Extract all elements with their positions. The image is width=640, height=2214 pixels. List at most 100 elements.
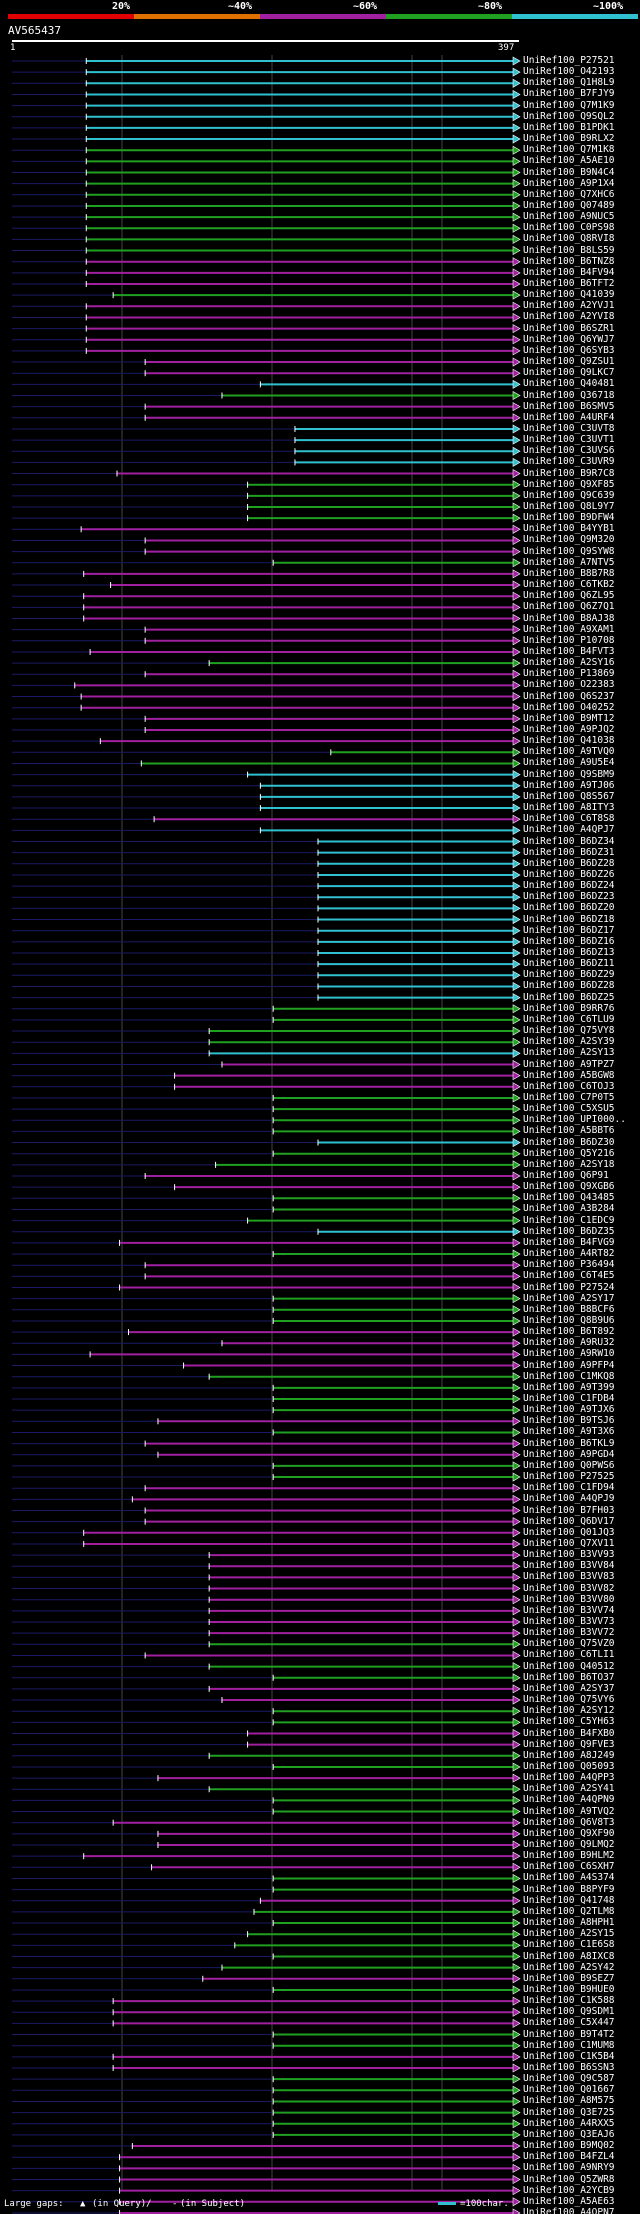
hit-label[interactable]: UniRef100_B6DZ20 [523,902,615,914]
hit-label[interactable]: UniRef100_Q75VY6 [523,1694,615,1706]
hit-label[interactable]: UniRef100_B6T892 [523,1326,615,1338]
hit-label[interactable]: UniRef100_A9NUC5 [523,211,615,223]
hit-label[interactable]: UniRef100_Q9LMQ2 [523,1839,615,1850]
hit-label[interactable]: UniRef100_A9TJX6 [523,1404,615,1416]
hit-label[interactable]: UniRef100_Q41038 [523,735,615,747]
hit-label[interactable]: UniRef100_C6SXH7 [523,1861,615,1873]
hit-label[interactable]: UniRef100_A8M575 [523,2095,615,2107]
hit-label[interactable]: UniRef100_B6TKL9 [523,1437,615,1449]
hit-label[interactable]: UniRef100_A9TVQ2 [523,1805,615,1817]
hit-label[interactable]: UniRef100_Q8B9U6 [523,1314,615,1326]
hit-label[interactable]: UniRef100_C1EDC9 [523,1214,615,1226]
hit-label[interactable]: UniRef100_P27525 [523,1471,615,1483]
hit-label[interactable]: UniRef100_B3VV73 [523,1616,615,1627]
hit-label[interactable]: UniRef100_C6TKB2 [523,579,615,591]
hit-label[interactable]: UniRef100_C5YH63 [523,1716,615,1728]
hit-label[interactable]: UniRef100_B4FV94 [523,266,615,278]
hit-label[interactable]: UniRef100_B6DZ26 [523,868,615,880]
hit-label[interactable]: UniRef100_A2SY17 [523,1292,615,1304]
hit-label[interactable]: UniRef100_P10708 [523,634,615,646]
hit-label[interactable]: UniRef100_A2SY13 [523,1047,615,1059]
hit-label[interactable]: UniRef100_Q9XF90 [523,1827,615,1839]
hit-label[interactable]: UniRef100_B9MT12 [523,712,615,724]
hit-label[interactable]: UniRef100_A8IXC8 [523,1950,615,1962]
hit-label[interactable]: UniRef100_Q41748 [523,1894,615,1906]
hit-label[interactable]: UniRef100_B6DZ29 [523,969,615,981]
hit-label[interactable]: UniRef100_Q8L9Y7 [523,501,615,512]
hit-label[interactable]: UniRef100_B4YYB1 [523,523,615,535]
hit-label[interactable]: UniRef100_B9TSJ6 [523,1415,615,1427]
hit-label[interactable]: UniRef100_A3B284 [523,1203,615,1215]
hit-label[interactable]: UniRef100_C3UVT1 [523,434,615,446]
hit-label[interactable]: UniRef100_Q40481 [523,378,615,390]
hit-label[interactable]: UniRef100_C1MKQ8 [523,1370,615,1382]
hit-label[interactable]: UniRef100_C1K588 [523,1995,615,2007]
hit-label[interactable]: UniRef100_B9HLM2 [523,1850,615,1862]
hit-label[interactable]: UniRef100_Q9XF85 [523,478,615,490]
hit-label[interactable]: UniRef100_C0PS98 [523,222,615,234]
hit-label[interactable]: UniRef100_Q9M320 [523,534,615,546]
hit-label[interactable]: UniRef100_B9HUE0 [523,1983,615,1995]
hit-label[interactable]: UniRef100_B4FVT3 [523,645,615,657]
hit-label[interactable]: UniRef100_A5BGW8 [523,1069,615,1081]
hit-label[interactable]: UniRef100_Q9SDM1 [523,2006,615,2018]
hit-label[interactable]: UniRef100_Q75VZ0 [523,1638,615,1650]
hit-label[interactable]: UniRef100_Q07489 [523,199,615,211]
hit-label[interactable]: UniRef100_A9T399 [523,1381,615,1393]
hit-label[interactable]: UniRef100_O42193 [523,66,615,78]
hit-label[interactable]: UniRef100_C1FDB4 [523,1393,615,1404]
hit-label[interactable]: UniRef100_B3VV82 [523,1582,615,1594]
hit-label[interactable]: UniRef100_C1K5B4 [523,2050,615,2062]
hit-label[interactable]: UniRef100_B9R7C8 [523,467,615,479]
hit-label[interactable]: UniRef100_A5AE10 [523,155,615,167]
hit-label[interactable]: UniRef100_Q01667 [523,2084,615,2096]
hit-label[interactable]: UniRef100_Q9LKC7 [523,367,615,379]
hit-label[interactable]: UniRef100_C5X447 [523,2017,615,2029]
hit-label[interactable]: UniRef100_B6DZ25 [523,991,615,1003]
hit-label[interactable]: UniRef100_Q05093 [523,1760,615,1772]
hit-label[interactable]: UniRef100_A9T3X6 [523,1426,615,1438]
hit-label[interactable]: UniRef100_C1FD94 [523,1482,615,1494]
hit-label[interactable]: UniRef100_A2SY15 [523,1928,615,1940]
hit-label[interactable]: UniRef100_C5XSU5 [523,1103,615,1115]
hit-label[interactable]: UniRef100_A9NRY9 [523,2162,615,2174]
hit-label[interactable]: UniRef100_A8ITY3 [523,802,615,814]
hit-label[interactable]: UniRef100_A2YVI8 [523,311,615,323]
hit-label[interactable]: UniRef100_Q9SBM9 [523,768,615,780]
hit-label[interactable]: UniRef100_B7FH03 [523,1504,615,1516]
hit-label[interactable]: UniRef100_Q5ZWR8 [523,2173,615,2185]
hit-label[interactable]: UniRef100_B9RLX2 [523,133,615,145]
hit-label[interactable]: UniRef100_B3VV84 [523,1560,615,1572]
hit-label[interactable]: UniRef100_P36494 [523,1259,615,1271]
hit-label[interactable]: UniRef100_B4FVG9 [523,1236,615,1248]
hit-label[interactable]: UniRef100_B9MQ02 [523,2140,615,2152]
hit-label[interactable]: UniRef100_B8LS59 [523,244,615,256]
hit-label[interactable]: UniRef100_A2SY37 [523,1682,615,1694]
hit-label[interactable]: UniRef100_B6TNZ8 [523,255,615,267]
hit-label[interactable]: UniRef100_Q6Z7Q1 [523,601,615,613]
hit-label[interactable]: UniRef100_A2SY18 [523,1158,615,1170]
hit-label[interactable]: UniRef100_A2SY16 [523,657,615,669]
hit-label[interactable]: UniRef100_P13869 [523,668,615,680]
hit-label[interactable]: UniRef100_A8J249 [523,1749,615,1761]
hit-label[interactable]: UniRef100_Q9SQL2 [523,110,615,122]
hit-label[interactable]: UniRef100_Q9C639 [523,489,615,501]
hit-label[interactable]: UniRef100_P27524 [523,1281,615,1293]
hit-label[interactable]: UniRef100_A7NTV5 [523,556,615,568]
hit-label[interactable]: UniRef100_Q1H8L9 [523,77,615,89]
hit-label[interactable]: UniRef100_B6DZ18 [523,913,615,925]
hit-label[interactable]: UniRef100_Q9C587 [523,2073,615,2085]
hit-label[interactable]: UniRef100_Q01JQ3 [523,1526,615,1538]
hit-label[interactable]: UniRef100_B6DZ16 [523,935,615,947]
hit-label[interactable]: UniRef100_A9XAM1 [523,623,615,635]
hit-label[interactable]: UniRef100_Q2TLM8 [523,1905,615,1917]
hit-label[interactable]: UniRef100_Q8RVI8 [523,233,615,245]
hit-label[interactable]: UniRef100_B8AJ38 [523,612,615,624]
hit-label[interactable]: UniRef100_A5AE63 [523,2195,615,2207]
hit-label[interactable]: UniRef100_Q9XGB6 [523,1181,615,1193]
hit-label[interactable]: UniRef100_P27521 [523,55,615,66]
hit-label[interactable]: UniRef100_B3VV93 [523,1549,615,1561]
hit-label[interactable]: UniRef100_C1E6S8 [523,1939,615,1951]
hit-label[interactable]: UniRef100_B6DZ30 [523,1136,615,1148]
hit-label[interactable]: UniRef100_A2SY41 [523,1783,615,1795]
